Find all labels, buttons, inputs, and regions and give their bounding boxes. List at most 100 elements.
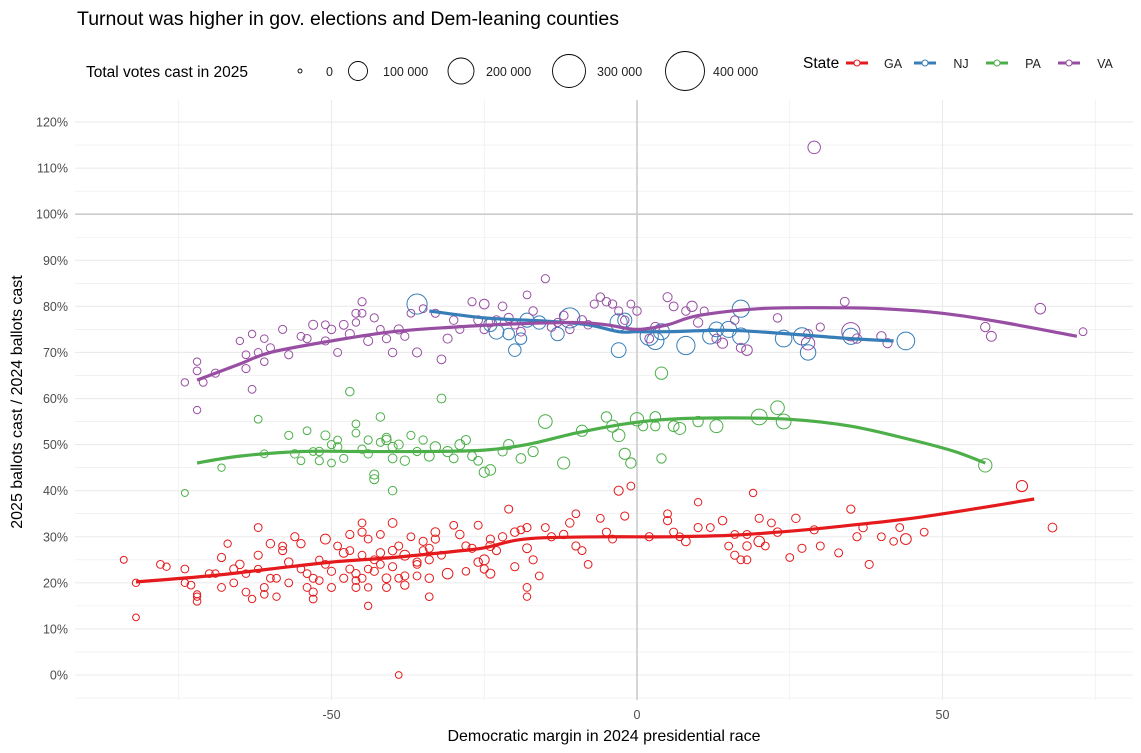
data-point-ga (791, 513, 801, 524)
color-legend-circle (1065, 59, 1073, 67)
data-point-ga (351, 569, 361, 579)
data-point-ga (278, 546, 288, 556)
data-point-ga (540, 523, 550, 532)
data-point-ga (357, 573, 367, 583)
data-point-pa (418, 435, 428, 445)
data-point-nj (799, 344, 817, 361)
data-point-va (565, 324, 575, 335)
data-point-pa (339, 453, 349, 464)
data-point-va (607, 299, 618, 309)
data-point-pa (345, 386, 355, 397)
data-point-pa (351, 428, 361, 438)
data-point-ga (430, 527, 441, 538)
data-point-ga (412, 557, 422, 567)
data-point-va (259, 357, 269, 366)
data-point-va (192, 366, 202, 376)
data-point-va (882, 338, 893, 349)
data-point-ga (510, 562, 520, 572)
data-point-va (192, 357, 202, 366)
data-point-ga (375, 530, 385, 539)
data-point-ga (583, 560, 593, 569)
data-point-pa (478, 466, 490, 478)
data-point-ga (204, 569, 214, 579)
data-point-ga (497, 532, 508, 542)
data-point-va (807, 140, 821, 155)
data-point-va (338, 319, 349, 330)
data-point-ga (308, 573, 318, 583)
data-point-va (626, 299, 636, 309)
data-point-ga (534, 571, 544, 581)
data-point-ga (760, 541, 770, 551)
data-point-ga (272, 573, 281, 583)
size-legend-key (665, 51, 705, 91)
data-point-ga (217, 583, 226, 592)
data-point-ga (424, 573, 435, 583)
data-point-ga (229, 578, 239, 588)
data-point-va (528, 306, 538, 316)
data-point-va (478, 298, 490, 310)
data-point-ga (449, 520, 459, 530)
data-point-ga (381, 573, 392, 584)
data-point-nj (896, 331, 916, 351)
size-legend-key (447, 57, 475, 85)
data-point-pa (387, 453, 398, 464)
data-point-va (333, 347, 343, 357)
data-point-va (772, 313, 783, 323)
data-point-va (692, 317, 704, 328)
data-point-ga (815, 541, 825, 551)
data-point-ga (895, 523, 905, 532)
data-point-va (497, 301, 508, 312)
data-point-nj (732, 327, 750, 346)
data-point-pa (460, 434, 471, 446)
data-point-ga (1015, 479, 1029, 493)
data-point-va (418, 304, 428, 314)
data-point-va (387, 347, 398, 358)
y-tick-label: 40% (43, 484, 68, 498)
data-point-pa (775, 413, 792, 430)
x-tick-label: 0 (634, 708, 641, 722)
smooth-lines (135, 306, 1078, 584)
data-point-pa (180, 489, 189, 497)
data-point-pa (296, 456, 306, 466)
data-point-va (1078, 327, 1088, 337)
data-point-va (241, 350, 251, 360)
data-point-ga (345, 529, 355, 540)
data-point-ga (510, 527, 520, 537)
data-point-pa (557, 456, 571, 470)
data-point-pa (363, 435, 373, 445)
data-point-pa (393, 439, 404, 450)
data-point-ga (375, 560, 385, 569)
data-point-ga (400, 571, 410, 581)
data-point-va (815, 322, 825, 332)
data-point-va (601, 297, 612, 307)
points-layer (119, 140, 1088, 679)
size-legend-label: 400 000 (713, 65, 758, 79)
data-point-nj (646, 331, 665, 351)
data-point-pa (357, 444, 367, 454)
data-point-ga (247, 594, 257, 604)
data-point-ga (375, 548, 386, 558)
data-point-va (326, 324, 337, 335)
data-point-nj (676, 335, 696, 356)
data-point-va (351, 308, 361, 318)
data-point-pa (611, 428, 626, 443)
data-point-va (247, 329, 257, 339)
y-tick-label: 80% (43, 300, 68, 314)
data-point-ga (351, 576, 361, 585)
smooth-line-nj (429, 309, 894, 343)
y-axis-ticks: 0% 10% 20% 30% 40% 50% 60% 70% 80% 90% 100% 110% 120… (36, 116, 68, 683)
data-point-va (442, 333, 453, 344)
data-point-ga (748, 488, 758, 498)
data-point-ga (864, 559, 874, 569)
data-point-ga (441, 567, 454, 580)
color-legend-item-ga: GA (846, 57, 903, 71)
color-legend-label: PA (1025, 57, 1041, 71)
data-point-va (644, 333, 655, 344)
data-point-ga (663, 509, 672, 519)
data-point-va (235, 336, 245, 346)
data-point-pa (538, 414, 553, 429)
data-point-ga (180, 564, 190, 574)
data-point-pa (484, 464, 497, 476)
size-legend-key (552, 54, 586, 88)
data-point-va (357, 297, 367, 307)
